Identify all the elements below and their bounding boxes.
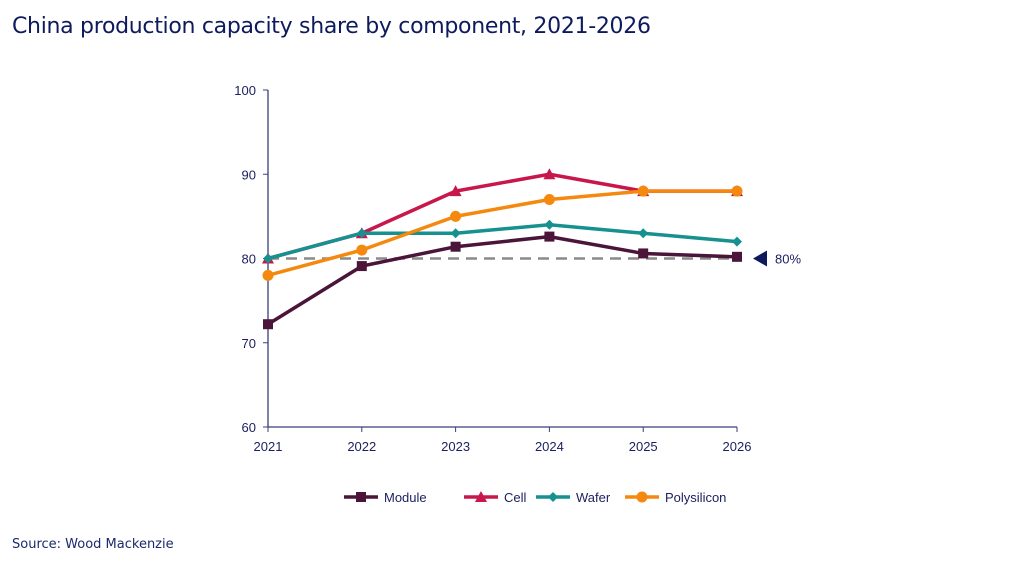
legend-marker-polysilicon — [636, 491, 648, 503]
data-point-cell — [449, 185, 462, 197]
data-point-polysilicon — [356, 244, 368, 256]
data-point-module — [263, 319, 273, 330]
series-line-wafer — [267, 223, 738, 261]
legend-marker-wafer — [548, 492, 558, 502]
data-point-module — [732, 251, 742, 262]
legend-label-polysilicon: Polysilicon — [665, 490, 726, 505]
y-tick-label: 70 — [242, 336, 256, 351]
data-point-cell — [543, 168, 556, 180]
legend-label-module: Module — [384, 490, 427, 505]
data-point-wafer — [544, 219, 555, 230]
data-point-wafer — [450, 228, 461, 239]
data-point-polysilicon — [262, 269, 274, 281]
y-tick-label: 90 — [242, 167, 256, 182]
series-line-cell — [267, 172, 737, 261]
data-point-polysilicon — [543, 194, 555, 206]
series-line-module — [267, 234, 738, 326]
series-line-polysilicon — [267, 189, 737, 278]
x-tick-label: 2026 — [723, 439, 752, 454]
data-point-wafer — [263, 253, 273, 264]
y-tick-label: 80 — [242, 252, 256, 267]
chart-title: China production capacity share by compo… — [12, 14, 651, 39]
legend-marker-cell — [475, 491, 487, 502]
data-point-polysilicon — [637, 185, 649, 197]
source-note: Source: Wood Mackenzie — [12, 537, 174, 552]
y-tick-label: 60 — [242, 420, 256, 435]
x-tick-label: 2025 — [629, 439, 658, 454]
legend-marker-module — [356, 492, 366, 502]
data-point-wafer — [638, 228, 649, 239]
data-point-module — [450, 241, 461, 252]
x-tick-label: 2022 — [347, 439, 376, 454]
legend-label-wafer: Wafer — [576, 490, 611, 505]
data-point-module — [638, 248, 649, 259]
reference-arrow-icon — [753, 250, 767, 267]
data-point-polysilicon — [450, 210, 462, 222]
y-tick-label: 100 — [234, 83, 256, 98]
data-point-wafer — [356, 228, 367, 239]
x-tick-label: 2023 — [441, 439, 470, 454]
data-point-module — [544, 231, 555, 242]
x-tick-label: 2021 — [254, 439, 283, 454]
x-tick-label: 2024 — [535, 439, 564, 454]
legend-label-cell: Cell — [504, 490, 527, 505]
data-point-module — [356, 261, 367, 272]
data-point-wafer — [732, 236, 742, 247]
reference-label: 80% — [775, 252, 801, 267]
data-point-polysilicon — [731, 185, 743, 197]
